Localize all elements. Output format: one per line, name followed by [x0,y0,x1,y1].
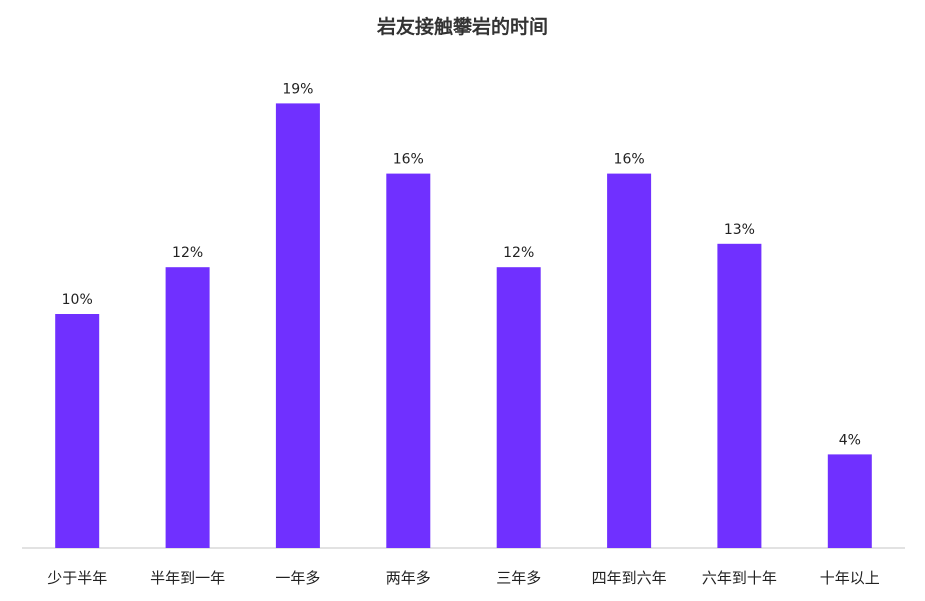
bars-group [55,103,872,549]
data-label-5: 16% [614,152,645,168]
bar-3 [386,173,431,548]
x-tick-label-1: 半年到一年 [150,569,225,587]
x-tick-label-3: 两年多 [386,569,431,587]
bar-5 [607,173,652,548]
x-tick-labels-group: 少于半年 半年到一年 一年多 两年多 三年多 四年到六年 六年到十年 十年以上 [47,569,880,587]
data-label-6: 13% [724,222,755,238]
data-label-3: 16% [393,152,424,168]
x-tick-label-6: 六年到十年 [702,569,777,587]
x-tick-label-7: 十年以上 [820,569,880,587]
bar-4 [496,267,541,548]
data-label-1: 12% [172,245,203,261]
bar-7 [827,454,872,548]
x-tick-label-2: 一年多 [275,569,320,587]
bar-0 [55,314,100,548]
x-tick-label-4: 三年多 [496,569,541,587]
data-label-7: 4% [839,432,861,448]
bar-1 [165,267,210,548]
data-label-0: 10% [62,292,93,308]
x-tick-label-0: 少于半年 [47,569,107,587]
data-label-2: 19% [282,81,313,97]
chart-title: 岩友接触攀岩的时间 [376,15,548,38]
data-label-4: 12% [503,245,534,261]
bar-6 [717,243,762,549]
bar-2 [275,103,320,549]
x-tick-label-5: 四年到六年 [592,569,667,587]
data-labels-group: 10% 12% 19% 16% 12% 16% 13% 4% [62,81,861,448]
